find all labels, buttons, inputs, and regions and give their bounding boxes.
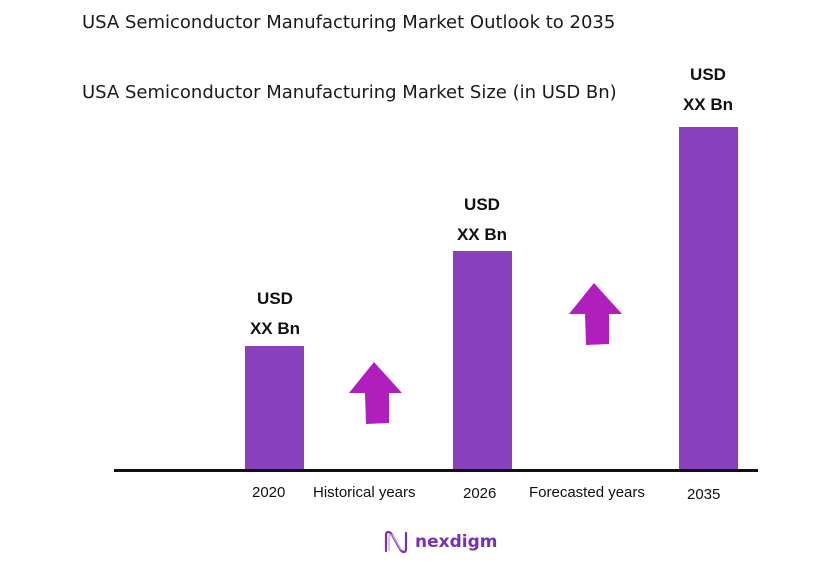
bar-value-label-2026: USD XX Bn xyxy=(432,190,532,250)
value-amount: XX Bn xyxy=(249,319,301,338)
value-currency: USD xyxy=(257,289,293,308)
growth-arrow-up-icon xyxy=(569,283,622,345)
nexdigm-wave-icon xyxy=(384,530,408,554)
period-label-historical: Historical years xyxy=(313,484,416,501)
value-currency: USD xyxy=(464,195,500,214)
bar-2026 xyxy=(453,251,512,470)
growth-arrow-up-icon xyxy=(349,362,402,424)
x-tick-2026: 2026 xyxy=(463,485,497,502)
bar-2020 xyxy=(245,346,304,470)
bar-2035 xyxy=(679,127,738,470)
x-tick-2035: 2035 xyxy=(687,486,721,503)
chart-subtitle: USA Semiconductor Manufacturing Market S… xyxy=(82,82,617,103)
period-label-forecasted: Forecasted years xyxy=(529,484,645,501)
value-amount: XX Bn xyxy=(682,95,734,114)
x-tick-2020: 2020 xyxy=(252,484,286,501)
x-axis-line xyxy=(114,469,758,472)
chart-title: USA Semiconductor Manufacturing Market O… xyxy=(82,12,616,33)
bar-value-label-2020: USD XX Bn xyxy=(225,284,325,344)
logo-text: nexdigm xyxy=(415,532,498,552)
value-currency: USD xyxy=(690,65,726,84)
value-amount: XX Bn xyxy=(456,225,508,244)
bar-value-label-2035: USD XX Bn xyxy=(658,60,758,120)
nexdigm-logo: nexdigm xyxy=(383,530,497,554)
